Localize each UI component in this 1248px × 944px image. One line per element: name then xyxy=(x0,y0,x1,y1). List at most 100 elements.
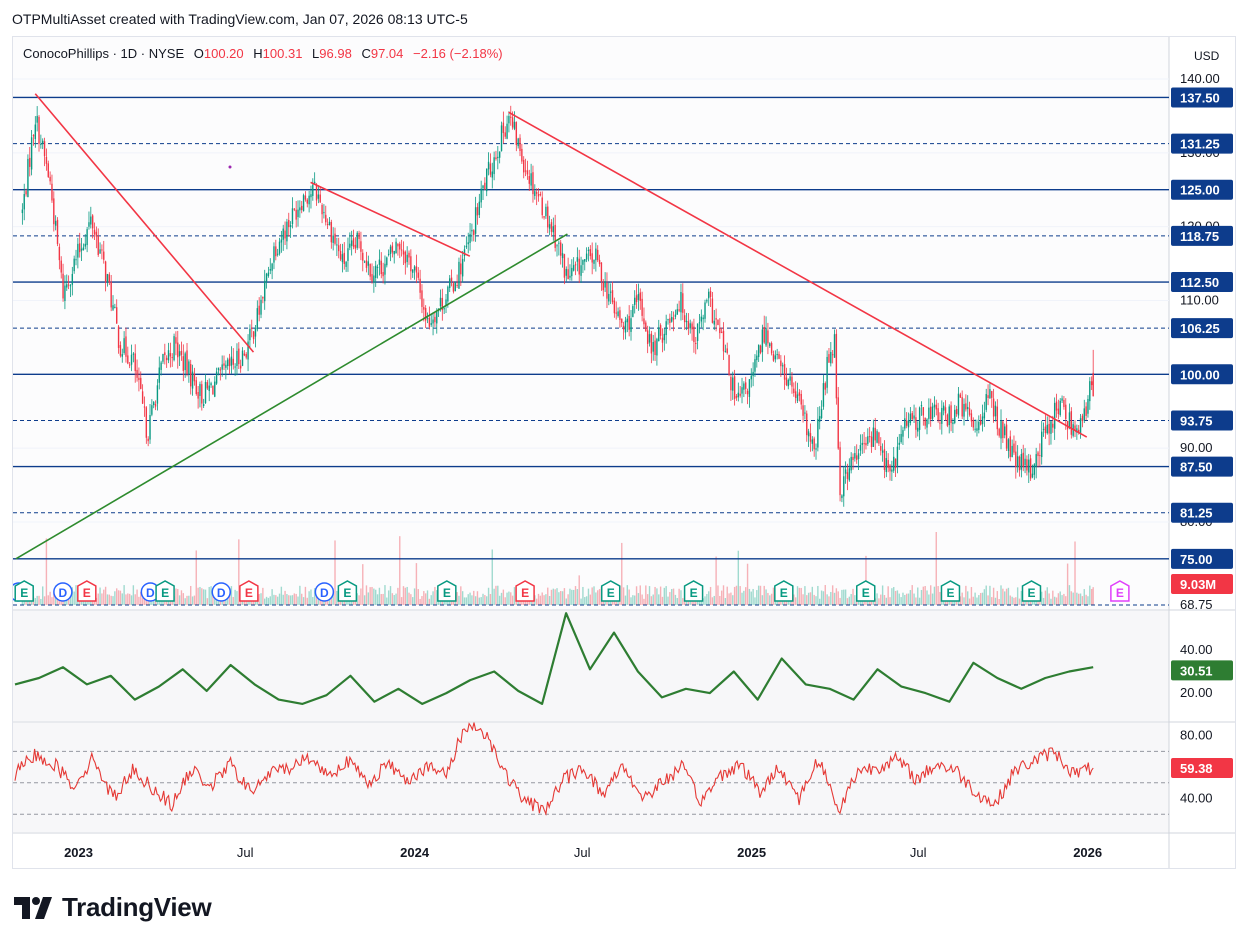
rsi-value-label[interactable]: 59.38 xyxy=(1171,758,1233,779)
earnings-marker[interactable]: E xyxy=(437,580,457,602)
candle-body xyxy=(1063,399,1065,408)
dividend-marker[interactable]: D xyxy=(211,582,231,602)
candle-body xyxy=(154,404,157,407)
tradingview-logo[interactable]: TradingView xyxy=(14,892,212,923)
candle-body xyxy=(128,364,131,366)
dividend-marker[interactable]: D xyxy=(53,582,73,602)
earnings-marker[interactable]: E xyxy=(600,580,621,602)
candle-body xyxy=(32,134,35,137)
volume-bar xyxy=(500,592,503,605)
volume-bar xyxy=(598,589,601,605)
event-markers[interactable]: DEDEDEDEDEEEEEEEEEE xyxy=(13,580,1130,602)
earnings-marker[interactable]: E xyxy=(774,580,794,602)
volume-value-label[interactable]: 9.03M xyxy=(1171,574,1233,594)
level-price-badge xyxy=(1171,548,1233,569)
trendlines[interactable] xyxy=(15,93,1088,560)
level-price-label[interactable]: 106.25 xyxy=(1171,318,1233,339)
candle-body xyxy=(69,285,72,287)
candle xyxy=(615,301,617,320)
volume-bar xyxy=(467,594,469,605)
volume-bar xyxy=(186,595,188,605)
candle-body xyxy=(58,246,61,261)
marker-shape xyxy=(683,580,704,602)
earnings-marker[interactable]: E xyxy=(515,580,535,602)
candle xyxy=(998,427,1000,438)
candle xyxy=(793,382,795,397)
level-price-label[interactable]: 118.75 xyxy=(1171,225,1233,246)
earnings-marker[interactable]: E xyxy=(683,580,704,602)
candle-body xyxy=(815,448,817,450)
candle-body xyxy=(911,413,913,420)
candle-body xyxy=(476,207,479,216)
volume-bar xyxy=(772,587,775,605)
volume-bar xyxy=(561,591,564,605)
candle-body xyxy=(585,253,588,260)
volume-bar xyxy=(1013,597,1015,605)
level-price-badge xyxy=(1171,456,1233,477)
level-price-label[interactable]: 81.25 xyxy=(1171,502,1233,523)
currency-label[interactable]: USD xyxy=(1194,49,1220,63)
adx-value-label[interactable]: 30.51 xyxy=(1171,660,1233,681)
level-price-label[interactable]: 68.75 xyxy=(1180,597,1213,612)
volume-bar xyxy=(463,597,466,605)
volume-bar xyxy=(637,593,640,605)
level-price-label[interactable]: 93.75 xyxy=(1171,410,1233,431)
volume-bar xyxy=(992,587,995,605)
support-trendline[interactable] xyxy=(15,233,568,560)
level-price-label[interactable]: 137.50 xyxy=(1171,87,1233,108)
volume-bar xyxy=(909,590,912,605)
volume-bar xyxy=(206,598,209,605)
volume-bar xyxy=(258,594,260,605)
earnings-marker[interactable]: E xyxy=(239,580,259,602)
earnings-marker[interactable]: E xyxy=(940,580,961,602)
legend-symbol[interactable]: ConocoPhillips · 1D · NYSE xyxy=(23,46,184,61)
volume-bar xyxy=(208,586,210,605)
resistance-trendline[interactable] xyxy=(34,93,255,353)
dividend-marker[interactable]: D xyxy=(314,582,335,602)
candle xyxy=(123,331,125,355)
volume-bar xyxy=(66,597,68,605)
level-price-label[interactable]: 125.00 xyxy=(1171,179,1233,200)
candle xyxy=(893,447,895,473)
volume-bar xyxy=(184,598,186,605)
volume-badge xyxy=(1171,574,1233,594)
volume-bar xyxy=(1016,587,1019,605)
price-axis[interactable]: 140.00130.00120.00110.0090.0080.00137.50… xyxy=(1171,71,1233,806)
earnings-marker[interactable]: E xyxy=(856,580,876,602)
level-price-label[interactable]: 87.50 xyxy=(1171,456,1233,477)
candle xyxy=(212,385,214,395)
volume-bar xyxy=(336,590,338,605)
resistance-trendline[interactable] xyxy=(310,181,471,257)
earnings-marker[interactable]: E xyxy=(77,580,97,602)
level-price-label[interactable]: 75.00 xyxy=(1171,548,1233,569)
level-price-label[interactable]: 112.50 xyxy=(1171,272,1233,293)
level-price-label[interactable]: 131.25 xyxy=(1171,133,1233,154)
level-price-label[interactable]: 100.00 xyxy=(1171,364,1233,385)
candle xyxy=(201,380,203,411)
chart-svg[interactable]: DEDEDEDEDEEEEEEEEEE 140.00130.00120.0011… xyxy=(13,37,1235,868)
candle-body xyxy=(299,207,301,211)
volume-bar xyxy=(1065,596,1067,605)
candle-body xyxy=(289,225,292,228)
candle-body xyxy=(447,286,449,302)
candle-body xyxy=(90,216,92,225)
resistance-trendline[interactable] xyxy=(508,111,1088,438)
earnings-marker[interactable]: E xyxy=(1021,580,1042,602)
volume-bar xyxy=(71,587,74,605)
earnings-marker[interactable]: E xyxy=(1110,580,1130,602)
candle xyxy=(402,241,405,265)
volume-bar xyxy=(756,590,758,605)
candle xyxy=(1050,420,1052,445)
volume-bar xyxy=(404,587,407,605)
earnings-marker[interactable]: E xyxy=(155,580,175,602)
candle-body xyxy=(73,258,75,272)
time-axis[interactable]: 2023 Jul 2024 Jul 2025 Jul 2026 xyxy=(64,845,1102,860)
earnings-marker[interactable]: E xyxy=(14,580,34,602)
volume-bar xyxy=(926,590,928,605)
candle xyxy=(913,404,915,424)
earnings-marker[interactable]: E xyxy=(337,580,358,602)
chart-frame[interactable]: DEDEDEDEDEEEEEEEEEE 140.00130.00120.0011… xyxy=(12,36,1236,869)
candle-body xyxy=(584,259,586,262)
rsi-badge-text: 59.38 xyxy=(1180,761,1213,776)
volume-bar xyxy=(513,587,516,605)
